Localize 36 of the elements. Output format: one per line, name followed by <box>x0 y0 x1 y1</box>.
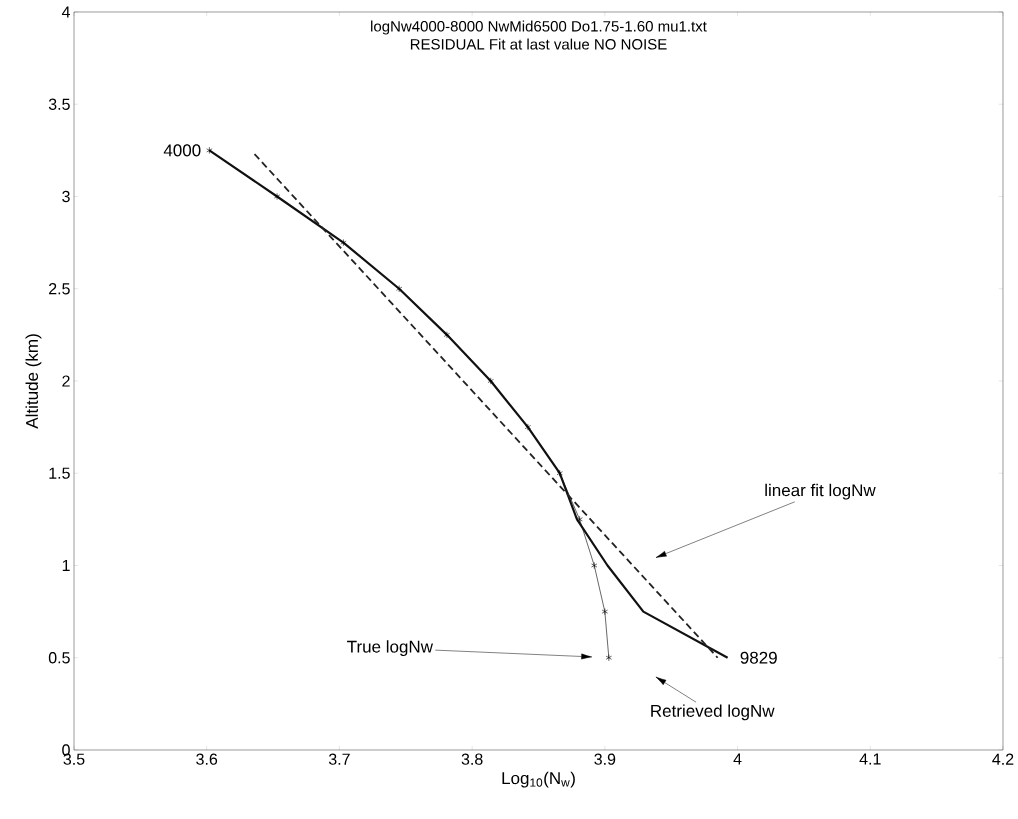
annotation: True logNw <box>347 640 434 657</box>
x-axis-title: Log$_{10}$(N$_{w}$) <box>502 771 575 788</box>
y-tick-label: 3 <box>62 190 70 203</box>
point <box>396 285 403 293</box>
text: logNw4000-8000 NwMid6500 Do1.75-1.60 mu1.txt <box>371 20 707 35</box>
point <box>524 423 531 431</box>
y-tick-label: 4 <box>61 6 70 18</box>
point <box>601 608 608 616</box>
y-tick-label: 2.5 <box>49 283 70 295</box>
point <box>576 515 583 523</box>
x-tick-label: 4.2 <box>992 753 1014 765</box>
point <box>556 469 563 477</box>
y-tick-label: 2 <box>62 375 70 387</box>
y-tick-label: 0.5 <box>48 652 70 664</box>
y-axis-title: Altitude (km) <box>25 334 42 429</box>
annotation: 4000 <box>163 144 201 157</box>
point <box>340 239 347 247</box>
x-tick-label: 4.1 <box>859 753 881 765</box>
x-tick-label: 3.9 <box>594 753 616 765</box>
point <box>487 377 494 385</box>
annotation: Retrieved logNw <box>651 704 775 721</box>
point <box>273 192 281 200</box>
point <box>591 561 598 569</box>
annotation: linear fit logNw <box>765 483 876 500</box>
y-tick-label: 1 <box>62 559 70 571</box>
point <box>605 654 612 662</box>
x-tick-label: 3.7 <box>328 753 350 765</box>
annotation: 9829 <box>740 651 777 664</box>
y-tick-label: 1.5 <box>49 467 70 479</box>
x-tick-label: 4 <box>733 753 742 765</box>
x-tick-label: 3.6 <box>196 753 218 765</box>
text: RESIDUAL Fit at last value NO NOISE <box>410 38 667 50</box>
point <box>206 146 213 154</box>
x-tick-label: 3.8 <box>461 753 483 765</box>
point <box>443 331 450 339</box>
y-tick-label: 3.5 <box>48 98 70 110</box>
